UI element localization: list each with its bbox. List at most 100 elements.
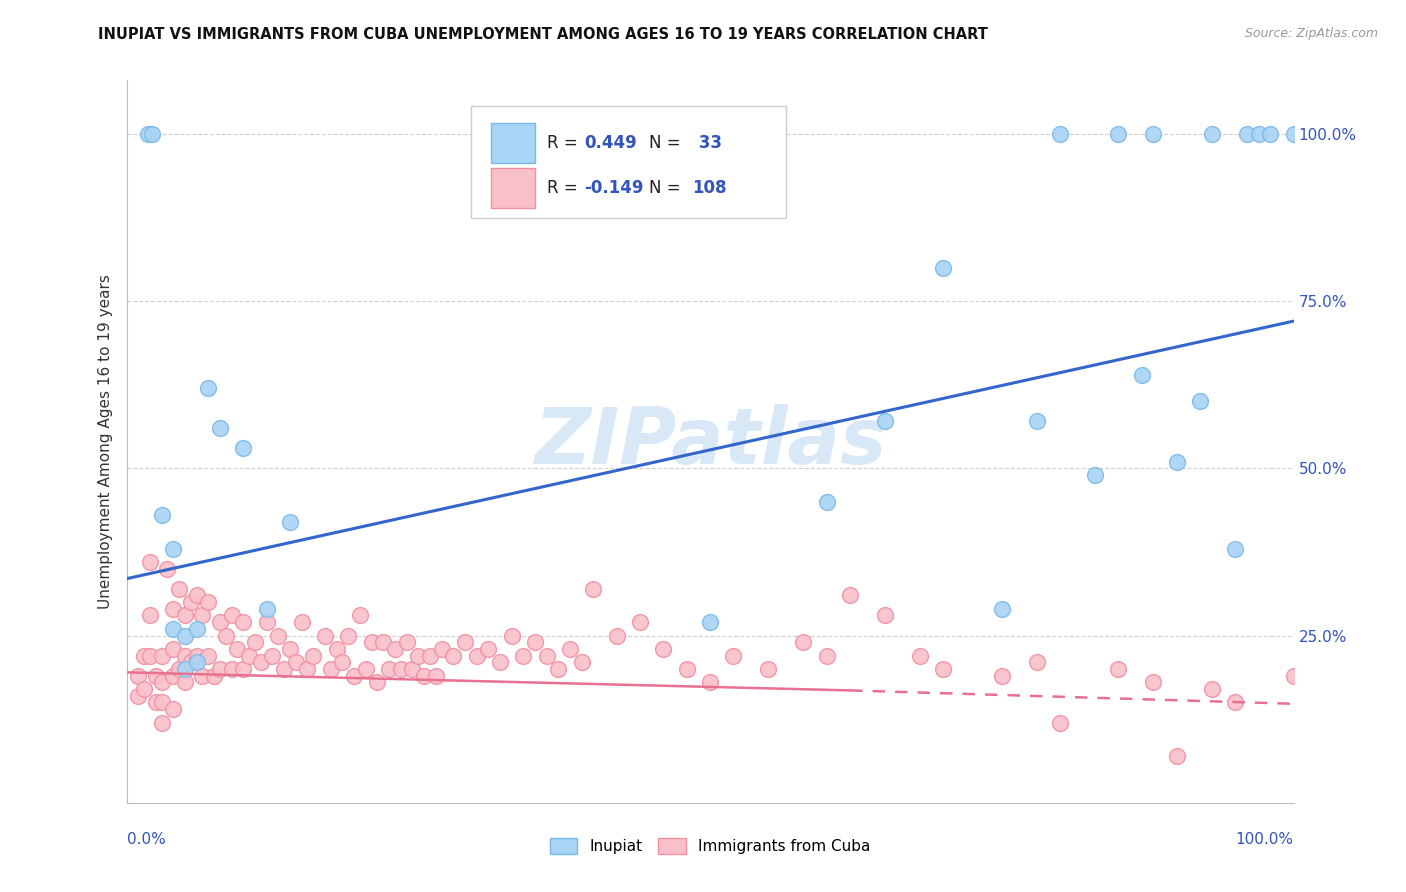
Point <box>150 696 173 710</box>
Point <box>167 662 190 676</box>
Point <box>186 622 208 636</box>
Point <box>208 615 231 630</box>
Point <box>162 702 184 716</box>
Point <box>652 642 675 657</box>
Point <box>319 662 342 676</box>
Point <box>571 655 593 669</box>
Point <box>197 595 219 609</box>
Point <box>186 655 208 669</box>
Point <box>792 635 814 649</box>
Text: ZIPatlas: ZIPatlas <box>534 403 886 480</box>
FancyBboxPatch shape <box>471 105 786 218</box>
Point <box>150 715 173 730</box>
Point <box>1201 127 1223 141</box>
Point <box>325 642 347 657</box>
Point <box>401 662 423 676</box>
Point <box>221 662 243 676</box>
Point <box>278 642 301 657</box>
Text: R =: R = <box>547 178 582 197</box>
Point <box>932 662 955 676</box>
Point <box>208 662 231 676</box>
Point <box>1166 749 1188 764</box>
FancyBboxPatch shape <box>491 123 534 162</box>
Point <box>1247 127 1270 141</box>
Point <box>232 662 254 676</box>
Point <box>875 608 897 623</box>
Point <box>1025 655 1047 669</box>
Point <box>454 635 477 649</box>
Text: -0.149: -0.149 <box>583 178 644 197</box>
Text: Source: ZipAtlas.com: Source: ZipAtlas.com <box>1244 27 1378 40</box>
Point <box>723 648 745 663</box>
Point <box>501 628 523 642</box>
Point <box>1130 368 1153 382</box>
Point <box>174 675 197 690</box>
Point <box>1142 127 1164 141</box>
Point <box>162 669 184 683</box>
Text: 33: 33 <box>693 134 721 152</box>
Point <box>815 648 838 663</box>
Point <box>145 696 167 710</box>
Point <box>1236 127 1258 141</box>
Point <box>180 655 202 669</box>
Text: 0.0%: 0.0% <box>127 831 166 847</box>
Point <box>180 595 202 609</box>
Point <box>202 669 225 683</box>
Point <box>815 494 838 508</box>
Point <box>558 642 581 657</box>
Point <box>512 648 534 663</box>
Point <box>606 628 628 642</box>
Point <box>174 628 197 642</box>
Point <box>990 602 1012 616</box>
Point <box>302 648 325 663</box>
Point <box>699 615 721 630</box>
Point <box>908 648 931 663</box>
Point <box>1282 669 1305 683</box>
Point <box>419 648 441 663</box>
Point <box>477 642 499 657</box>
Point <box>628 615 651 630</box>
Point <box>174 662 197 676</box>
Point <box>232 615 254 630</box>
Point <box>582 582 605 596</box>
Point <box>1084 467 1107 482</box>
Point <box>1223 541 1246 556</box>
Point <box>395 635 418 649</box>
Point <box>547 662 569 676</box>
Point <box>425 669 447 683</box>
Point <box>141 127 163 141</box>
Point <box>1049 127 1071 141</box>
Point <box>139 608 162 623</box>
Point <box>1166 455 1188 469</box>
Point <box>162 602 184 616</box>
Point <box>1189 394 1212 409</box>
Point <box>314 628 336 642</box>
Text: 108: 108 <box>693 178 727 197</box>
Point <box>1025 414 1047 429</box>
Point <box>127 689 149 703</box>
Point <box>990 669 1012 683</box>
Point <box>162 642 184 657</box>
Point <box>156 562 179 576</box>
Point <box>290 615 312 630</box>
Point <box>273 662 295 676</box>
Point <box>174 648 197 663</box>
Point <box>256 602 278 616</box>
Point <box>139 648 162 663</box>
Point <box>238 648 260 663</box>
Point <box>366 675 388 690</box>
Point <box>162 541 184 556</box>
Point <box>332 655 354 669</box>
Point <box>489 655 512 669</box>
Point <box>389 662 412 676</box>
Point <box>373 635 395 649</box>
Point <box>262 648 284 663</box>
Point <box>349 608 371 623</box>
Point <box>441 648 464 663</box>
Point <box>145 669 167 683</box>
Point <box>139 555 162 569</box>
Text: N =: N = <box>650 134 686 152</box>
Point <box>150 675 173 690</box>
Point <box>756 662 779 676</box>
Point <box>523 635 546 649</box>
